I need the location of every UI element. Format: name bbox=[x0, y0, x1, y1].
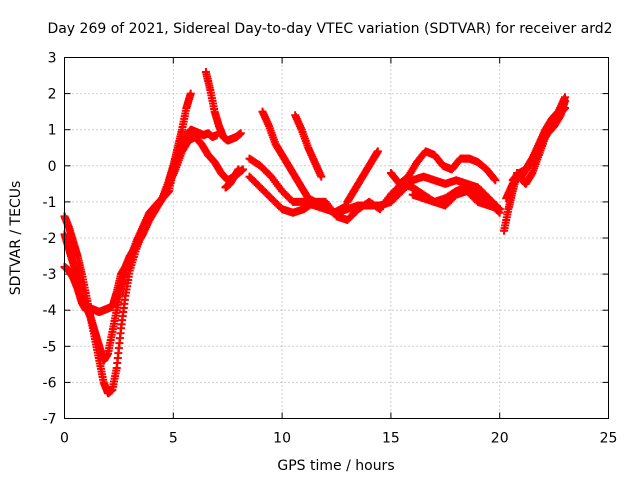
y-tick-label: -5 bbox=[43, 339, 57, 355]
axis-ticks: 0 5 10 15 20 25 -7 -6 -5 -4 -3 -2 -1 0 1 2 3 bbox=[43, 51, 618, 447]
series-arc-3 bbox=[60, 89, 195, 398]
x-tick-label: 25 bbox=[600, 431, 618, 447]
x-tick-label: 15 bbox=[382, 431, 400, 447]
x-tick-label: 0 bbox=[60, 431, 69, 447]
data-point bbox=[373, 147, 382, 156]
data-point bbox=[186, 89, 195, 98]
x-tick-label: 20 bbox=[491, 431, 509, 447]
data-point bbox=[560, 93, 569, 102]
series-arc-4 bbox=[201, 67, 245, 145]
y-tick-label: 2 bbox=[48, 87, 57, 103]
chart-title: Day 269 of 2021, Sidereal Day-to-day VTE… bbox=[47, 21, 612, 37]
x-axis-label: GPS time / hours bbox=[277, 458, 394, 474]
data-point bbox=[490, 174, 499, 183]
series-arc-12 bbox=[408, 187, 504, 214]
x-tick-label: 5 bbox=[169, 431, 178, 447]
y-tick-label: -2 bbox=[43, 231, 57, 247]
series-arc-8 bbox=[258, 107, 352, 217]
y-tick-label: 3 bbox=[48, 51, 57, 67]
y-tick-label: -6 bbox=[43, 375, 57, 391]
series-arc-11 bbox=[386, 147, 500, 188]
data-point bbox=[236, 129, 245, 138]
data-point bbox=[317, 172, 326, 181]
x-tick-label: 10 bbox=[273, 431, 291, 447]
y-tick-label: -7 bbox=[43, 412, 57, 428]
series-arc-5 bbox=[221, 165, 247, 192]
data-point bbox=[238, 165, 247, 174]
data-points bbox=[60, 67, 569, 398]
y-tick-label: 0 bbox=[48, 159, 57, 175]
plot-frame bbox=[64, 57, 609, 419]
series-arc-10 bbox=[343, 147, 382, 206]
grid-lines bbox=[64, 57, 609, 419]
y-tick-label: -1 bbox=[43, 195, 57, 211]
y-tick-label: -3 bbox=[43, 267, 57, 283]
series-arc-15 bbox=[508, 93, 569, 185]
y-tick-label: 1 bbox=[48, 123, 57, 139]
data-point bbox=[491, 176, 500, 185]
data-point bbox=[495, 205, 504, 214]
y-axis-label: SDTVAR / TECUs bbox=[8, 181, 24, 296]
series-arc-9 bbox=[291, 111, 326, 181]
y-tick-label: -4 bbox=[43, 303, 57, 319]
